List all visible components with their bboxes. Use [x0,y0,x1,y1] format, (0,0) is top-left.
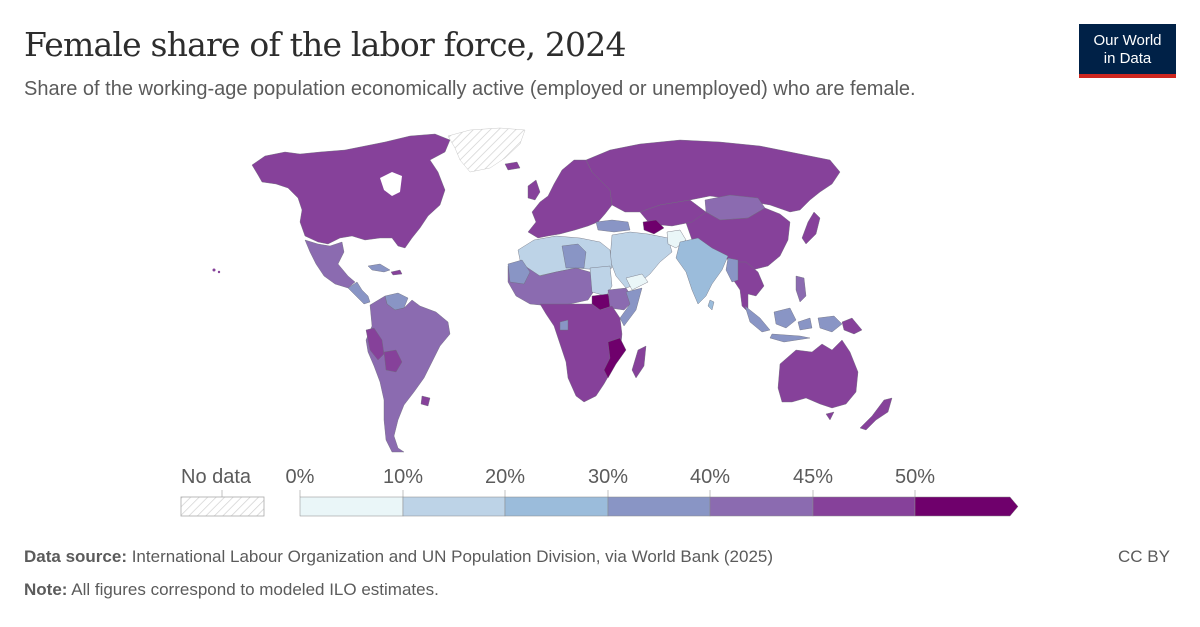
region-middle-east [609,231,673,289]
region-japan [801,211,821,245]
region-new-zealand [859,397,893,431]
legend-tick-20: 20% [484,466,526,488]
region-south-asia [675,237,729,305]
data-source: Data source: International Labour Organi… [24,547,773,567]
region-north-america [251,133,451,249]
legend-bin-45-50 [812,496,916,517]
legend-bin-above-50 [914,496,1019,517]
legend-color-bar [180,490,1019,517]
logo-line-1: Our World [1093,32,1162,49]
region-australia [777,339,859,409]
region-turkmenistan [642,219,665,235]
region-russia [585,139,841,213]
region-west-africa [507,263,597,307]
region-libya [561,243,587,269]
data-source-text[interactable]: International Labour Organization and UN… [126,547,774,566]
region-bolivia [383,349,403,373]
legend-no-data-swatch [180,496,265,517]
region-mozambique [603,337,627,379]
region-somalia [619,287,643,327]
note-label: Note: [24,580,68,599]
data-source-label: Data source: [24,547,127,566]
region-greenland [447,127,526,173]
region-peru [365,327,385,361]
legend-no-data-label: No data [181,466,252,488]
region-southeast-asia [729,261,765,313]
legend-bin-10-20 [402,496,506,517]
legend-tick-0: 0% [285,466,315,488]
license-link[interactable]: CC BY [1118,547,1170,566]
legend-bin-20-30 [504,496,609,517]
legend-bin-30-40 [607,496,711,517]
note-text: All figures correspond to modeled ILO es… [67,580,439,599]
legend-bin-40-45 [709,496,814,517]
region-turkey [595,219,631,233]
logo-line-2: in Data [1103,50,1152,67]
region-uruguay [420,395,431,407]
world-map[interactable] [0,125,1200,465]
region-uk [527,179,541,201]
chart-subtitle: Share of the working-age population econ… [24,78,916,100]
region-mexico [304,239,356,289]
legend: No data 0% 10% 20% 30% 40% 45% 50% [0,460,1200,530]
note: Note: All figures correspond to modeled … [24,580,439,600]
region-yemen [625,273,649,291]
region-mauritania [507,259,531,285]
region-south-america [365,295,451,453]
owid-logo[interactable]: Our World in Data [1079,24,1176,78]
chart-title: Female share of the labor force, 2024 [24,25,626,64]
region-indonesia [744,305,843,343]
region-central-america [347,281,371,305]
region-madagascar [631,345,647,379]
legend-tick-40: 40% [689,466,731,488]
region-philippines [795,275,807,303]
legend-tick-45: 45% [792,466,834,488]
legend-tick-30: 30% [587,466,629,488]
region-cuba [367,263,391,273]
legend-tick-50: 50% [894,466,936,488]
region-papua-new-guinea [841,317,863,335]
legend-bin-0-10 [299,496,404,517]
legend-tick-10: 10% [382,466,424,488]
